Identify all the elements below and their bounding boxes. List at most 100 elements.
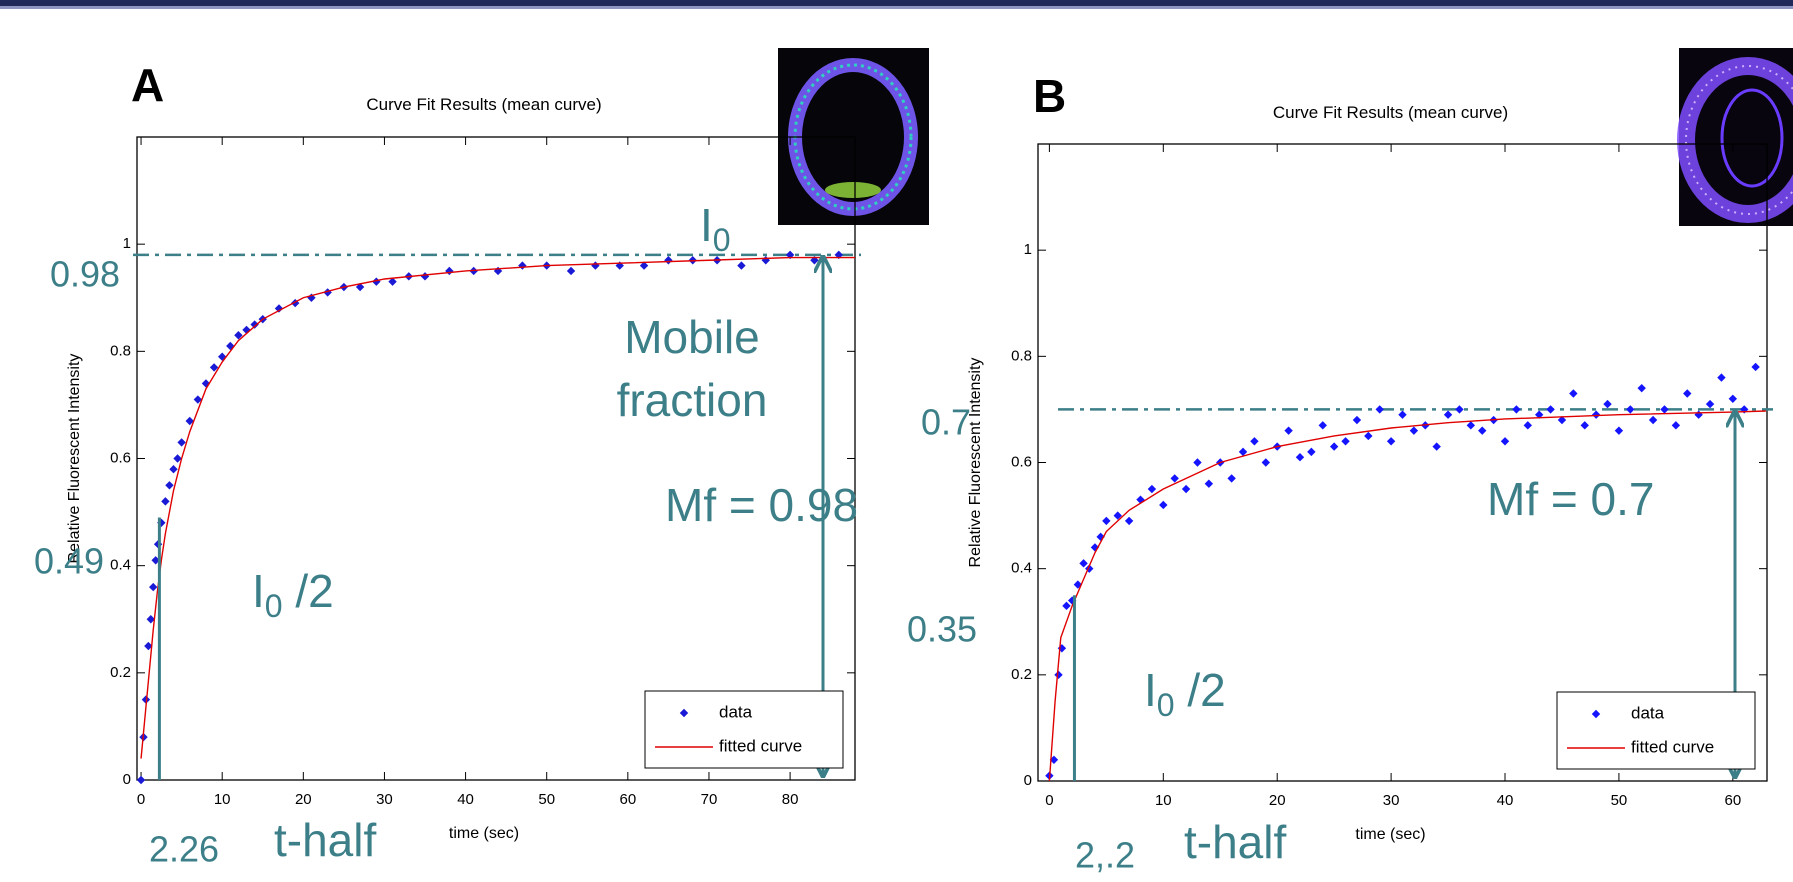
data-point: [144, 641, 153, 651]
mf-label: Mf = 0.98: [665, 479, 858, 531]
data-point: [518, 261, 527, 270]
data-point: [1409, 426, 1419, 435]
data-point: [1694, 410, 1703, 419]
data-point: [1238, 447, 1248, 457]
data-point: [1637, 383, 1646, 393]
x-tick-label: 0: [1045, 792, 1053, 809]
data-point: [1671, 421, 1681, 430]
legend-swatch: [679, 708, 689, 718]
t-half-value: 2,.2: [1075, 835, 1135, 876]
data-point: [1375, 405, 1384, 414]
panel-label: B: [1033, 70, 1066, 122]
x-tick-label: 50: [538, 791, 555, 808]
data-point: [1660, 405, 1669, 414]
data-point: [226, 341, 235, 351]
x-tick-label: 0: [137, 791, 145, 808]
x-tick-label: 30: [1383, 792, 1400, 809]
data-point: [1049, 755, 1059, 764]
data-point: [1352, 415, 1362, 425]
label-base: I: [252, 565, 265, 617]
panel-1: B Curve Fit Results (mean curve) time (sec…: [907, 70, 1773, 876]
x-tick-label: 60: [1724, 792, 1741, 809]
data-point: [242, 325, 251, 335]
data-point: [234, 331, 243, 340]
data-point: [664, 256, 673, 265]
fitted-line: [1048, 410, 1766, 782]
x-tick-label: 40: [457, 791, 474, 808]
plot-frame: [136, 136, 856, 781]
data-point: [1113, 511, 1122, 520]
data-point: [169, 465, 178, 474]
thumbnail-b: [1677, 48, 1793, 226]
data-point: [1341, 437, 1350, 446]
data-point: [1751, 362, 1760, 372]
y-tick-label: 1: [1024, 241, 1032, 258]
data-point: [388, 277, 397, 286]
data-point: [1364, 431, 1373, 441]
y-tick-label: 0.4: [1011, 560, 1032, 577]
data-point: [185, 416, 194, 426]
data-point: [1478, 426, 1487, 435]
data-point: [1580, 421, 1589, 430]
label-subscript: 0: [265, 588, 283, 624]
data-point: [1398, 410, 1407, 419]
data-point: [1466, 421, 1476, 430]
label-base: I: [700, 199, 713, 251]
y-tick-label: 0.8: [1011, 347, 1032, 364]
data-point: [151, 556, 160, 565]
data-point: [209, 363, 219, 372]
data-point: [1500, 437, 1510, 446]
x-tick-label: 40: [1497, 792, 1514, 809]
data-point: [1181, 484, 1191, 494]
plateau-label: 0.7: [921, 402, 971, 443]
label-base: I: [1144, 664, 1157, 716]
y-tick-label: 0.6: [110, 449, 131, 466]
t-half-label: t-half: [1184, 816, 1286, 868]
data-point: [639, 261, 649, 270]
data-point: [445, 266, 454, 276]
data-point: [165, 481, 174, 490]
data-point: [157, 518, 166, 527]
data-point: [173, 454, 182, 463]
data-point: [1603, 399, 1612, 409]
x-tick-label: 10: [214, 791, 231, 808]
data-point: [1284, 426, 1293, 435]
data-point: [161, 497, 170, 506]
data-point: [761, 256, 770, 265]
data-point: [420, 272, 430, 281]
data-point: [1170, 474, 1179, 483]
data-point: [1455, 405, 1464, 414]
data-point: [1318, 421, 1327, 430]
data-point: [1591, 410, 1601, 419]
data-point: [1250, 437, 1259, 446]
data-point: [1102, 516, 1111, 526]
y-tick-label: 0.8: [110, 342, 131, 359]
data-point: [1728, 394, 1738, 403]
top-bar: [0, 0, 1793, 6]
x-tick-label: 20: [1269, 792, 1286, 809]
data-point: [149, 582, 158, 592]
data-point: [1648, 415, 1658, 425]
mf-label: Mf = 0.7: [1487, 473, 1654, 525]
x-axis-label: time (sec): [1355, 826, 1425, 843]
data-point: [1124, 516, 1134, 526]
legend-box: [1556, 691, 1756, 770]
chart-title: Curve Fit Results (mean curve): [1273, 103, 1508, 122]
data-point: [1329, 442, 1339, 451]
y-tick-label: 0: [123, 771, 131, 788]
data-point: [1557, 415, 1567, 425]
data-point: [1204, 479, 1214, 488]
data-point: [146, 615, 155, 624]
data-point: [1295, 452, 1305, 462]
label-rest: /2: [1175, 664, 1226, 716]
i0-half-label: I0 /2: [1144, 664, 1226, 723]
t-half-label: t-half: [274, 814, 376, 866]
data-point: [1307, 447, 1316, 457]
data-point: [566, 266, 576, 276]
x-tick-label: 30: [376, 791, 393, 808]
data-point: [1534, 410, 1544, 419]
x-tick-label: 60: [619, 791, 636, 808]
y-tick-label: 0.2: [1011, 666, 1032, 683]
y-tick-label: 0: [1024, 772, 1032, 789]
